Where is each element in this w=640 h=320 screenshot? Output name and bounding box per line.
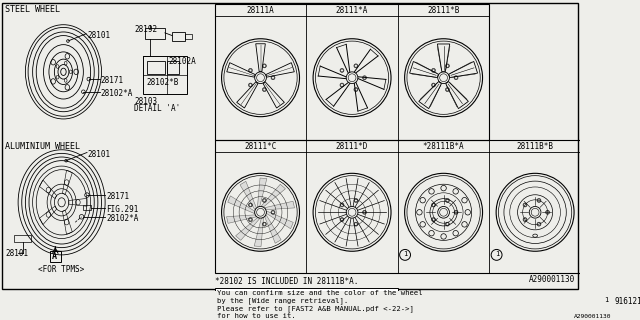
Text: 28111*B: 28111*B bbox=[428, 6, 460, 15]
Bar bbox=[143, 55, 187, 93]
Text: 28171: 28171 bbox=[100, 76, 124, 85]
Text: 28103: 28103 bbox=[134, 97, 157, 106]
Polygon shape bbox=[254, 218, 264, 247]
Polygon shape bbox=[240, 181, 256, 210]
Text: FIG.291: FIG.291 bbox=[106, 205, 138, 214]
Text: 28101: 28101 bbox=[5, 250, 29, 259]
Polygon shape bbox=[227, 215, 256, 223]
Polygon shape bbox=[228, 196, 255, 213]
Text: 1: 1 bbox=[604, 297, 609, 303]
Text: 28111*C: 28111*C bbox=[244, 142, 276, 151]
Text: A: A bbox=[52, 252, 57, 261]
Text: *28111B*A: *28111B*A bbox=[423, 142, 465, 151]
Text: 916121I: 916121I bbox=[614, 297, 640, 306]
Bar bbox=[15, 235, 31, 242]
Polygon shape bbox=[236, 218, 260, 240]
Text: 28111*D: 28111*D bbox=[336, 142, 368, 151]
Text: 1: 1 bbox=[403, 251, 408, 257]
Text: 28102*B: 28102*B bbox=[147, 78, 179, 87]
Text: 28192: 28192 bbox=[134, 25, 157, 34]
Text: DETAIL 'A': DETAIL 'A' bbox=[134, 104, 180, 113]
Bar bbox=[215, 287, 398, 320]
Text: A290001130: A290001130 bbox=[574, 314, 611, 319]
Text: A290001130: A290001130 bbox=[529, 275, 575, 284]
Text: STEEL WHEEL: STEEL WHEEL bbox=[5, 5, 60, 14]
Text: 28101: 28101 bbox=[88, 150, 111, 159]
Bar bbox=[215, 140, 581, 273]
Text: 28102*A: 28102*A bbox=[100, 89, 133, 98]
Text: 28111B*B: 28111B*B bbox=[516, 142, 554, 151]
Bar bbox=[83, 205, 91, 211]
Text: 28101: 28101 bbox=[87, 31, 110, 40]
Text: 28111A: 28111A bbox=[246, 6, 275, 15]
Polygon shape bbox=[265, 201, 294, 210]
Text: 28171: 28171 bbox=[106, 192, 129, 201]
Text: *28102 IS INCLUDED IN 28111B*A.: *28102 IS INCLUDED IN 28111B*A. bbox=[215, 276, 358, 286]
Text: 28102A: 28102A bbox=[168, 57, 196, 66]
Polygon shape bbox=[261, 184, 285, 207]
Bar bbox=[147, 61, 165, 74]
Bar bbox=[167, 61, 179, 74]
Bar bbox=[172, 32, 185, 41]
Text: 1: 1 bbox=[495, 251, 499, 257]
Polygon shape bbox=[267, 211, 293, 229]
Polygon shape bbox=[257, 178, 267, 207]
Bar bbox=[145, 28, 165, 39]
Bar bbox=[50, 251, 61, 262]
Polygon shape bbox=[265, 215, 281, 243]
Text: ALUMINIUM WHEEL: ALUMINIUM WHEEL bbox=[5, 142, 81, 151]
Bar bbox=[185, 34, 192, 39]
Text: You can confirm size and the color of the wheel
by the [Wide range retrieval].
P: You can confirm size and the color of th… bbox=[218, 290, 423, 319]
Bar bbox=[215, 4, 490, 140]
Text: 28102*A: 28102*A bbox=[106, 214, 138, 223]
Text: 28111*A: 28111*A bbox=[336, 6, 368, 15]
Text: <FOR TPMS>: <FOR TPMS> bbox=[38, 265, 84, 274]
